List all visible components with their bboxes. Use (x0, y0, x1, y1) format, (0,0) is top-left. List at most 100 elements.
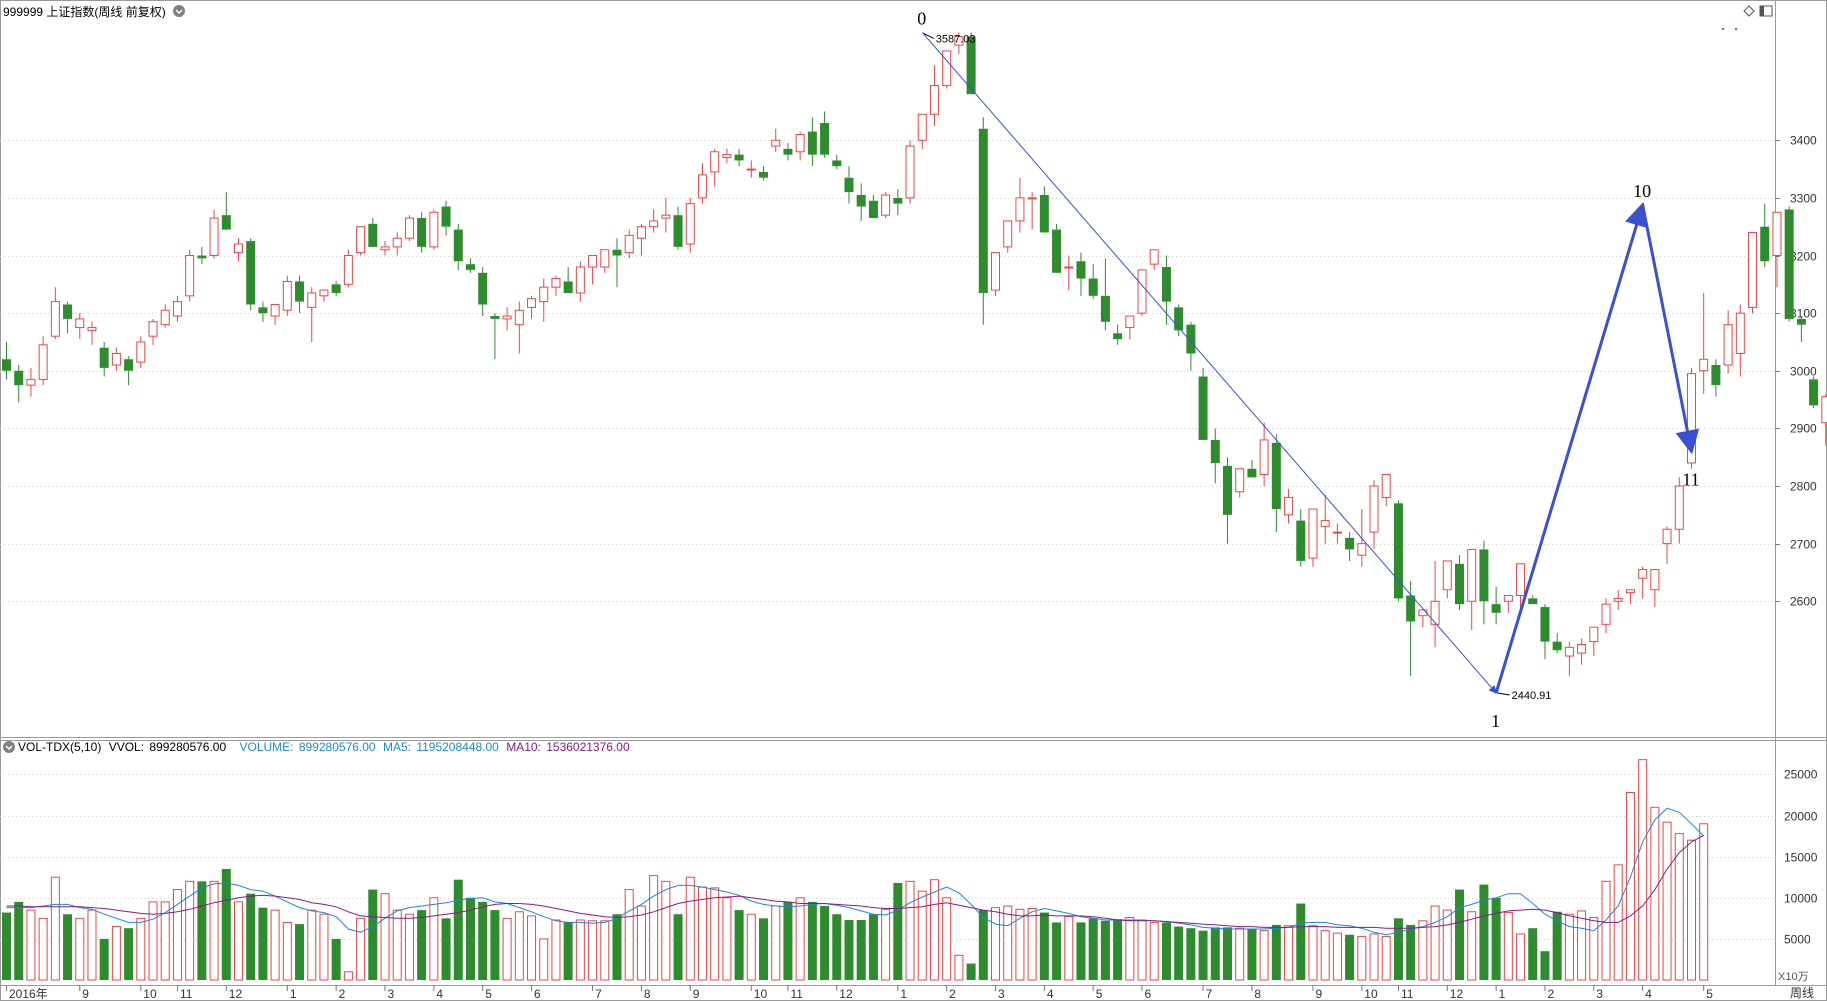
low-price-label: 2440.91 (1512, 690, 1552, 702)
candle (1625, 589, 1635, 605)
candle (1381, 473, 1391, 507)
candle-body-down (331, 284, 341, 293)
candle-body-up (746, 168, 756, 171)
title-dropdown-icon[interactable] (173, 5, 185, 17)
candle-body-up (111, 352, 121, 366)
candle-body-down (844, 177, 854, 193)
price-tick-label: 2700 (1790, 538, 1817, 552)
candle-body-up (1735, 312, 1745, 354)
candle (1345, 532, 1355, 561)
candle-body-up (282, 280, 292, 311)
candle-body-up (1577, 643, 1587, 654)
date-tick-label: 4 (1645, 987, 1652, 1001)
volume-bar-up (136, 917, 146, 981)
window-toggle-icon[interactable] (1759, 5, 1773, 17)
date-tick-label: 12 (1450, 987, 1464, 1001)
candle-body-up (514, 309, 524, 326)
volume-bar-down (331, 938, 341, 980)
volume-bar-up (771, 905, 781, 981)
candle-body-down (197, 255, 207, 259)
volume-bar-up (722, 897, 732, 981)
volume-bar-up (1064, 916, 1074, 981)
candle-body-down (368, 223, 378, 247)
candle-body-down (1528, 598, 1538, 605)
candle (1186, 321, 1196, 371)
candle (148, 318, 158, 345)
date-tick-label: 11 (180, 987, 193, 1001)
candle (1760, 203, 1770, 268)
volume-bar-down (1186, 928, 1196, 980)
candle-body-down (856, 195, 866, 207)
candle (795, 131, 805, 161)
candle-body-up (624, 234, 634, 254)
volume-bar-up (1320, 930, 1330, 981)
candle-body-up (1235, 468, 1245, 493)
candle (307, 287, 317, 342)
volume-bar-up (527, 915, 537, 981)
candle-body-up (661, 214, 671, 219)
candle (917, 113, 927, 149)
candle (1564, 641, 1574, 677)
candle (1430, 560, 1440, 648)
volume-bar-up (942, 897, 952, 981)
candle (490, 313, 500, 360)
candle-body-up (148, 321, 158, 337)
date-tick-label: 6 (534, 987, 541, 1001)
candle-body-down (246, 241, 256, 305)
date-tick-label: 2 (339, 987, 346, 1001)
candle-body-up (1137, 269, 1147, 314)
candle-body-down (63, 304, 73, 319)
volume-bar-down (197, 881, 207, 980)
volume-ma5-line (6, 807, 1705, 936)
candle (38, 336, 48, 386)
candle (1577, 638, 1587, 665)
volume-y-axis: 5000 10000 15000 20000 25000 (1775, 741, 1818, 985)
candle-body-up (539, 286, 549, 303)
candle (1772, 211, 1782, 288)
volume-bar-down (759, 918, 769, 980)
candle-body-up (404, 217, 414, 239)
candle (1613, 589, 1623, 610)
volume-bar-down (1247, 929, 1257, 980)
date-tick-label: 4 (1047, 987, 1054, 1001)
candle (820, 111, 830, 158)
candle (50, 287, 60, 340)
candle (1601, 598, 1611, 633)
candle-body-up (942, 50, 952, 87)
candle (343, 249, 353, 288)
volume-bar-up (600, 920, 610, 981)
candle-body-down (966, 36, 976, 95)
volume-bar-down (14, 901, 24, 980)
candle (1796, 316, 1806, 342)
date-tick-label: 2 (1547, 987, 1554, 1001)
candle-body-down (453, 229, 463, 262)
ma10-value: 1536021376.00 (546, 740, 630, 754)
volume-bar-up (636, 905, 646, 981)
candle (1467, 548, 1477, 631)
candle (295, 275, 305, 314)
volume-bar-up (1003, 905, 1013, 981)
candle (1052, 223, 1062, 273)
indicator-dropdown-icon[interactable] (3, 741, 15, 753)
candle (392, 232, 402, 256)
candle (1528, 595, 1538, 605)
candle-body-down (783, 148, 793, 155)
candle-body-up (185, 255, 195, 297)
diamond-icon[interactable] (1743, 5, 1755, 17)
volume-bar-down (1454, 889, 1464, 980)
candle (197, 246, 207, 265)
volume-bar-down (807, 901, 817, 980)
candle (429, 209, 439, 250)
volume-bar-up (172, 889, 182, 981)
candlestick-series (2, 32, 1827, 677)
volume-bar-up (661, 880, 671, 981)
candle-body-up (1516, 563, 1526, 597)
price-tick-label: 3100 (1790, 307, 1817, 321)
candle-body-down (734, 154, 744, 161)
candle-body-down (295, 281, 305, 302)
date-tick-label: 9 (82, 987, 89, 1001)
candle (771, 128, 781, 152)
volume-value: 899280576.00 (299, 740, 376, 754)
volume-bar-down (1296, 903, 1306, 980)
candle-body-up (1686, 373, 1696, 464)
